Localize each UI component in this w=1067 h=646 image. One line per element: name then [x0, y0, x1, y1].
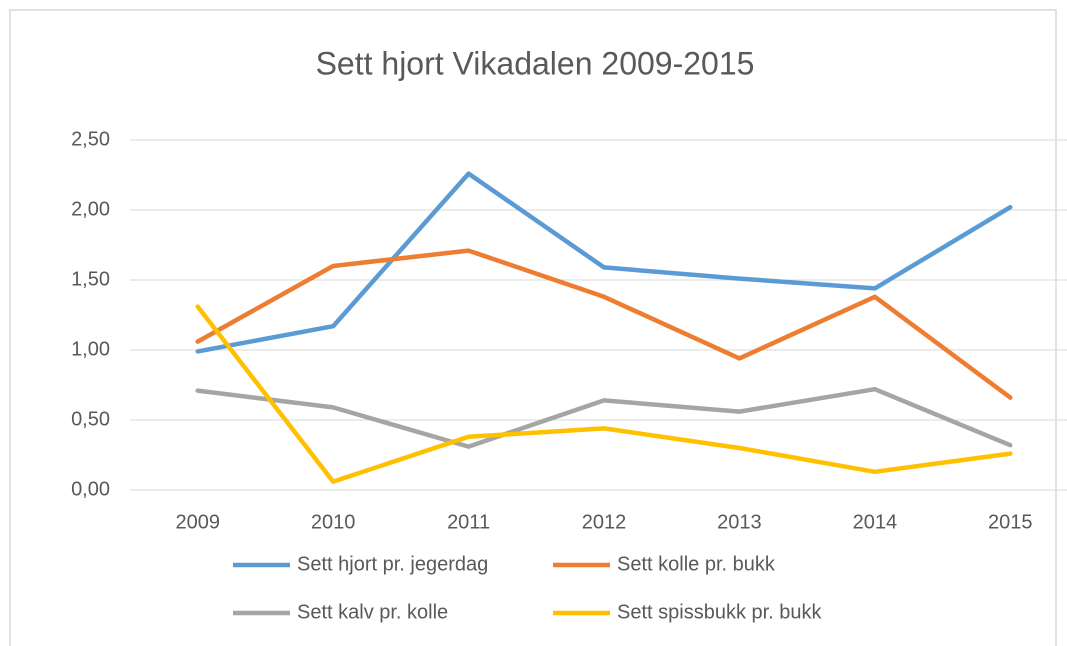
y-tick-label: 0,50 [71, 408, 110, 430]
series-line [195, 304, 1013, 484]
x-tick-label: 2010 [311, 511, 356, 533]
series-line [195, 386, 1013, 449]
x-tick-label: 2012 [582, 511, 627, 533]
x-tick-label: 2011 [447, 511, 490, 533]
legend-label: Sett spissbukk pr. bukk [617, 601, 823, 623]
chart-title: Sett hjort Vikadalen 2009-2015 [316, 45, 755, 81]
series-line [195, 248, 1013, 400]
y-tick-label: 2,50 [71, 128, 110, 150]
legend-label: Sett kolle pr. bukk [617, 553, 776, 575]
x-tick-label: 2009 [175, 511, 220, 533]
x-tick-label: 2014 [853, 511, 898, 533]
chart-frame [9, 9, 1057, 646]
y-tick-label: 1,50 [71, 268, 110, 290]
legend-label: Sett kalv pr. kolle [297, 601, 448, 623]
legend-label: Sett hjort pr. jegerdag [297, 553, 488, 575]
y-tick-label: 0,00 [71, 478, 110, 500]
series-line [195, 171, 1013, 354]
x-tick-label: 2013 [717, 511, 762, 533]
y-tick-label: 1,00 [71, 338, 110, 360]
y-tick-label: 2,00 [71, 198, 110, 220]
x-tick-label: 2015 [988, 511, 1033, 533]
